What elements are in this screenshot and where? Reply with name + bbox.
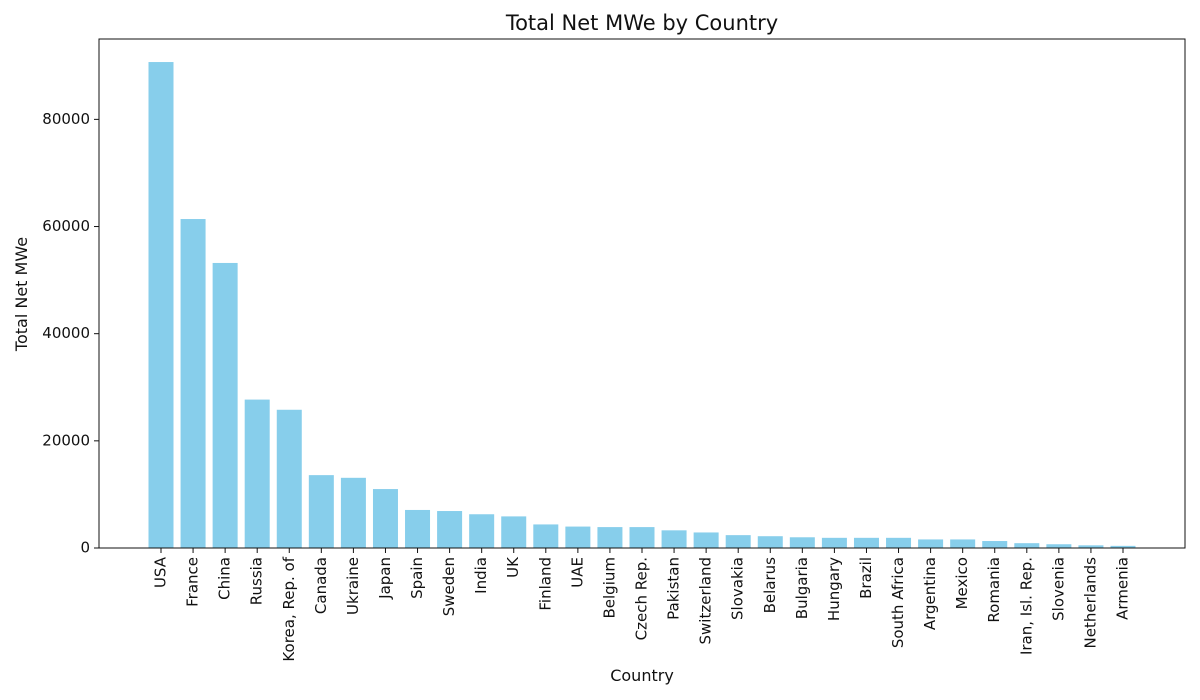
x-tick-label: Belgium: [600, 557, 618, 619]
bar: [661, 530, 687, 548]
bar: [950, 539, 976, 548]
x-tick-label: China: [216, 557, 234, 600]
bar: [148, 62, 174, 548]
x-tick-label: Canada: [312, 557, 330, 614]
bar: [1014, 543, 1040, 548]
bar: [821, 537, 847, 548]
x-tick-label: South Africa: [889, 557, 907, 648]
chart-title: Total Net MWe by Country: [505, 11, 778, 35]
bar: [886, 537, 912, 548]
x-tick-label: USA: [152, 556, 170, 588]
bar: [276, 409, 302, 548]
bar: [1046, 544, 1072, 548]
bar: [918, 539, 944, 548]
bar: [437, 511, 463, 548]
bar: [212, 262, 238, 548]
y-tick-label: 80000: [42, 110, 90, 128]
x-tick-label: Czech Rep.: [633, 557, 651, 640]
x-tick-label: Romania: [985, 557, 1003, 623]
bar: [693, 532, 719, 548]
bar: [308, 475, 334, 548]
x-tick-label: Ukraine: [344, 557, 362, 615]
x-tick-label: Sweden: [440, 557, 458, 616]
x-tick-label: UAE: [568, 557, 586, 588]
x-tick-label: Netherlands: [1081, 557, 1099, 649]
y-axis-label: Total Net MWe: [12, 237, 31, 352]
y-axis: 0 20000 40000 60000 80000: [42, 110, 99, 557]
x-tick-label: India: [472, 557, 490, 594]
x-tick-label: Armenia: [1114, 557, 1132, 620]
x-tick-label: Iran, Isl. Rep.: [1017, 557, 1035, 655]
bar: [725, 535, 751, 548]
bar: [1110, 545, 1136, 548]
x-tick-label: Switzerland: [697, 557, 715, 645]
bar: [982, 541, 1008, 548]
x-tick-label: UK: [504, 556, 522, 578]
bar: [789, 537, 815, 548]
x-tick-label: Brazil: [857, 557, 875, 599]
x-tick-label: Korea, Rep. of: [280, 556, 298, 661]
x-tick-label: France: [184, 557, 202, 607]
y-tick-label: 0: [80, 539, 90, 557]
x-tick-label: Slovenia: [1049, 557, 1067, 621]
x-tick-label: Hungary: [825, 557, 843, 621]
bar: [501, 516, 527, 548]
bar: [757, 536, 783, 548]
x-tick-label: Slovakia: [729, 557, 747, 620]
y-tick-label: 40000: [42, 324, 90, 342]
x-axis-label: Country: [610, 666, 674, 685]
x-tick-label: Pakistan: [665, 557, 683, 620]
bar: [180, 219, 206, 548]
bar: [597, 527, 623, 548]
x-axis: USA France China Russia Korea, Rep. of Canada…: [152, 548, 1132, 662]
y-tick-label: 20000: [42, 431, 90, 449]
bar: [533, 524, 559, 548]
bar: [853, 537, 879, 548]
bar: [629, 527, 655, 548]
bar: [244, 399, 270, 548]
bar: [405, 509, 431, 548]
y-tick-label: 60000: [42, 217, 90, 235]
x-tick-label: Belarus: [761, 557, 779, 614]
x-tick-label: Russia: [248, 557, 266, 605]
bar: [372, 489, 398, 548]
x-tick-label: Japan: [376, 557, 394, 600]
bars-layer: [148, 62, 1136, 548]
x-tick-label: Mexico: [953, 557, 971, 609]
bar: [1078, 545, 1104, 548]
x-tick-label: Argentina: [921, 557, 939, 630]
x-tick-label: Finland: [536, 557, 554, 611]
bar: [565, 526, 591, 548]
plot-frame: [98, 38, 1186, 549]
bar: [340, 477, 366, 548]
x-tick-label: Bulgaria: [793, 557, 811, 619]
x-tick-label: Spain: [408, 557, 426, 599]
bar: [469, 514, 495, 548]
